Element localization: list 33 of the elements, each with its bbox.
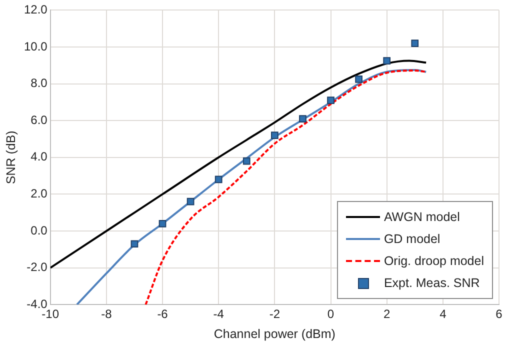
point [270,132,278,139]
point [299,115,306,122]
legend-label: Orig. droop model [384,254,484,268]
point [327,96,334,104]
point [186,198,194,206]
x-tick-label: 2 [383,307,390,322]
y-tick-label: 10.0 [24,39,48,54]
point [355,76,362,83]
x-tick-label: 0 [327,307,334,322]
x-tick-label: -6 [157,307,168,322]
point [214,176,222,184]
x-tick-label: -8 [101,307,112,322]
x-tick-label: -2 [269,307,280,322]
y-tick-label: 12.0 [24,2,48,17]
point [383,57,391,64]
x-tick-label: -4 [213,307,224,322]
y-tick-label: -2.0 [26,260,48,274]
y-tick-label: 6.0 [30,112,48,127]
y-tick-label: 4.0 [30,150,48,164]
point [411,40,419,47]
x-tick-label: 6 [496,307,503,322]
legend-label: GD model [384,232,440,246]
x-tick-label: 4 [440,307,447,322]
y-tick-label: 0.0 [30,223,48,238]
x-axis-title: Channel power (dBm) [214,326,336,341]
y-axis-title: SNR (dB) [4,130,18,184]
legend-label: Expt. Meas. SNR [384,276,480,290]
point [158,220,166,228]
legend-label: AWGN model [384,210,460,224]
point [242,157,250,165]
y-tick-label: 8.0 [30,76,48,90]
y-tick-label: 2.0 [30,186,48,201]
point [130,240,138,248]
